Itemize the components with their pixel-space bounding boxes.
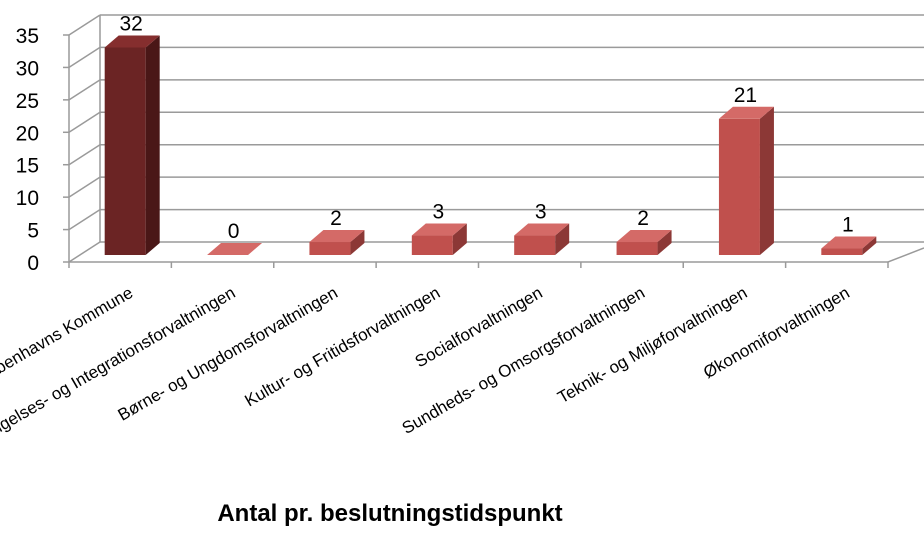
data-label: 0 <box>228 220 240 243</box>
y-tick-label: 25 <box>16 90 39 113</box>
bar-top <box>207 243 263 255</box>
data-label: 2 <box>330 207 342 230</box>
x-category-label: Teknik- og Miljøforvaltningen <box>554 283 750 407</box>
grid-diagonal <box>68 241 101 263</box>
y-tick-label: 35 <box>16 25 39 48</box>
grid-diagonal <box>68 111 101 133</box>
bar-top <box>514 223 570 236</box>
bar-top <box>718 106 774 119</box>
bar-front <box>821 248 863 255</box>
grid-diagonal <box>68 144 101 166</box>
y-tick-label: 15 <box>16 155 39 178</box>
bar-front <box>514 235 556 255</box>
data-label: 3 <box>432 201 444 224</box>
data-label: 2 <box>637 207 649 230</box>
grid-diagonal <box>68 176 101 198</box>
x-category-label: Kultur- og Fritidsforvaltningen <box>242 283 444 410</box>
data-label: 3 <box>535 201 547 224</box>
y-tick-label: 20 <box>16 122 39 145</box>
bar-front <box>718 118 760 255</box>
bar-side <box>759 106 774 255</box>
bar-top <box>616 230 672 243</box>
data-label: 21 <box>734 84 757 107</box>
floor-right-edge <box>887 247 924 263</box>
bar-side <box>452 223 467 255</box>
bar-side <box>555 223 570 255</box>
grid-diagonal <box>68 79 101 101</box>
grid-diagonal <box>68 14 101 36</box>
bar-side <box>862 236 877 255</box>
y-tick-label: 5 <box>27 220 39 243</box>
bar-side <box>657 230 672 255</box>
y-tick-label: 0 <box>27 252 39 275</box>
grid-diagonal <box>68 208 101 231</box>
y-tick-label: 10 <box>16 187 39 210</box>
bar-top <box>411 223 467 236</box>
bar-side <box>350 230 365 255</box>
data-label: 1 <box>842 214 854 237</box>
bar-top <box>821 236 877 249</box>
x-category-label: Københavns Kommune <box>0 283 136 388</box>
bar-front <box>104 47 146 256</box>
bar-front <box>616 242 658 255</box>
bar-front <box>309 242 351 255</box>
data-label: 32 <box>120 12 143 35</box>
bar-top <box>104 35 160 48</box>
bar-side <box>145 35 160 256</box>
chart-title: Antal pr. beslutningstidspunkt <box>217 500 563 527</box>
y-tick-label: 30 <box>16 57 39 80</box>
grid-diagonal <box>68 46 101 69</box>
bar-top <box>309 230 365 243</box>
bar-front <box>411 235 453 255</box>
